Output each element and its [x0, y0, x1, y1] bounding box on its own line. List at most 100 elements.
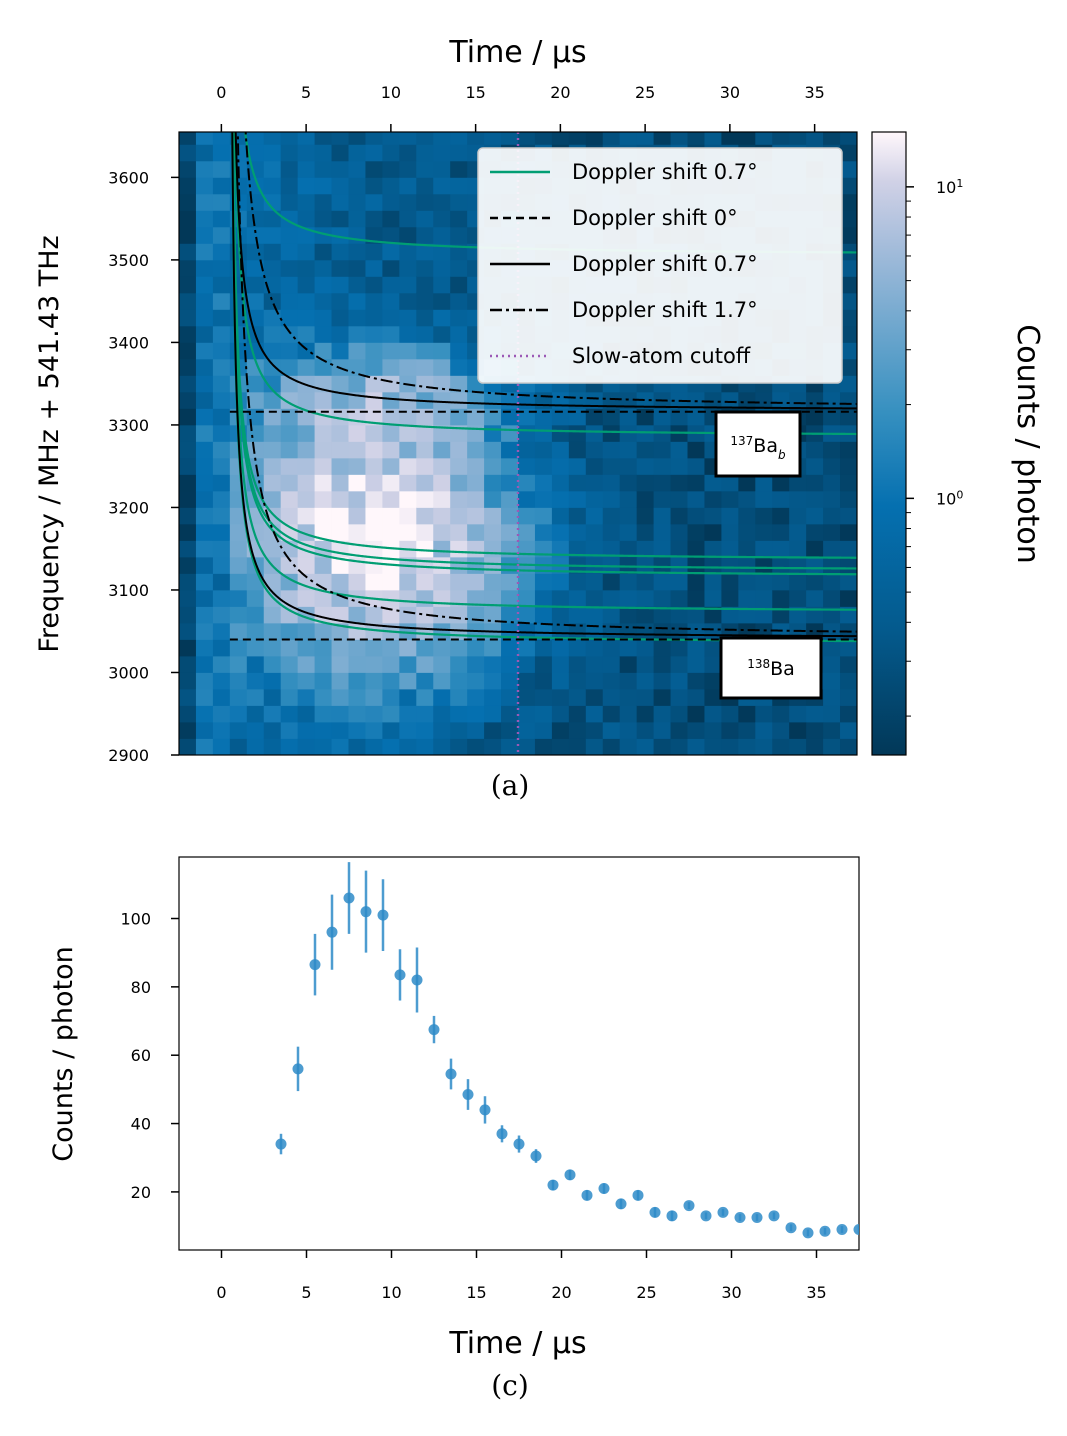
- heat-cell: [602, 507, 621, 525]
- heat-cell: [518, 507, 536, 525]
- heat-cell: [280, 639, 299, 657]
- heat-cell: [297, 193, 315, 211]
- data-point: [666, 1210, 678, 1222]
- heat-cell: [263, 606, 282, 624]
- heat-cell: [840, 132, 857, 145]
- heat-cell: [704, 391, 722, 409]
- heat-cell: [602, 672, 621, 690]
- heat-cell: [280, 688, 299, 706]
- heat-cell: [721, 490, 739, 508]
- heat-cell: [568, 573, 587, 591]
- heat-cell: [789, 507, 807, 525]
- x-tick-label-top: 0: [216, 83, 226, 102]
- heat-cell: [365, 325, 383, 343]
- heat-cell: [501, 705, 519, 723]
- y-tick-label: 40: [131, 1115, 151, 1134]
- heat-cell: [755, 589, 773, 607]
- heat-cell: [280, 309, 299, 327]
- heat-cell: [348, 441, 366, 459]
- caption-a: (a): [491, 769, 530, 802]
- heat-cell: [450, 259, 468, 277]
- heat-cell: [450, 523, 468, 541]
- heat-cell: [314, 243, 332, 261]
- heat-cell: [314, 705, 332, 723]
- heat-cell: [382, 292, 400, 310]
- heat-cell: [212, 132, 231, 145]
- heat-cell: [450, 177, 468, 195]
- heat-cell: [823, 490, 841, 508]
- heat-cell: [619, 639, 638, 657]
- plot-frame-c: [178, 856, 860, 1251]
- heat-cell: [551, 523, 570, 541]
- heat-cell: [467, 556, 485, 574]
- heat-cell: [806, 474, 824, 492]
- heat-cell: [653, 738, 671, 755]
- heat-cell: [755, 474, 773, 492]
- heat-cell: [399, 259, 417, 277]
- heat-cell: [687, 688, 705, 706]
- heat-cell: [823, 672, 841, 690]
- heat-cell: [314, 210, 332, 228]
- heat-cell: [636, 573, 654, 591]
- heat-cell: [331, 672, 349, 690]
- heat-cell: [840, 177, 857, 195]
- heat-cell: [518, 474, 536, 492]
- heat-cell: [484, 639, 502, 657]
- heat-cell: [704, 721, 722, 739]
- heat-cell: [399, 226, 417, 244]
- heat-cell: [450, 342, 468, 360]
- heat-cell: [670, 507, 688, 525]
- x-tick-label: 25: [636, 1283, 656, 1302]
- heat-cell: [467, 721, 485, 739]
- heat-cell: [297, 391, 315, 409]
- heat-cell: [433, 132, 451, 145]
- heat-cell: [246, 721, 265, 739]
- heat-cell: [179, 144, 197, 162]
- heat-cell: [687, 639, 705, 657]
- heat-cell: [365, 276, 383, 294]
- heat-cell: [433, 573, 451, 591]
- heat-cell: [534, 424, 553, 442]
- heat-cell: [433, 193, 451, 211]
- heat-cell: [246, 622, 265, 640]
- heat-cell: [619, 490, 638, 508]
- heat-cell: [467, 132, 485, 145]
- heat-cell: [653, 688, 671, 706]
- heat-cell: [179, 292, 197, 310]
- heat-cell: [450, 540, 468, 558]
- heat-cell: [450, 144, 468, 162]
- heat-cell: [348, 721, 366, 739]
- heat-cell: [297, 292, 315, 310]
- heat-cell: [433, 292, 451, 310]
- heat-cell: [670, 639, 688, 657]
- heat-cell: [602, 639, 621, 657]
- y-tick-label: 80: [131, 978, 151, 997]
- heat-cell: [365, 342, 383, 360]
- heat-cell: [636, 490, 654, 508]
- heat-cell: [755, 705, 773, 723]
- heat-cell: [263, 639, 282, 657]
- heat-cell: [518, 490, 536, 508]
- heat-cell: [755, 721, 773, 739]
- heat-cell: [179, 177, 197, 195]
- axes-c: 0 5 10 15 20 25 30 35 20 40 60 80 100: [120, 910, 826, 1302]
- heat-cell: [433, 177, 451, 195]
- heat-cell: [551, 622, 570, 640]
- heat-cell: [416, 210, 434, 228]
- heat-cell: [314, 738, 332, 755]
- panel-c: 0 5 10 15 20 25 30 35 20 40 60 80 100 Time / μs Coun…: [48, 856, 860, 1402]
- heat-cell: [331, 160, 349, 178]
- heat-cell: [331, 639, 349, 657]
- heat-cell: [229, 688, 248, 706]
- heat-cell: [840, 540, 857, 558]
- heat-cell: [280, 132, 299, 145]
- heat-cell: [670, 457, 688, 475]
- heat-cell: [619, 688, 638, 706]
- heat-cell: [179, 325, 197, 343]
- data-point: [360, 906, 372, 918]
- heat-cell: [416, 276, 434, 294]
- x-tick-label-top: 35: [804, 83, 824, 102]
- heat-cell: [823, 408, 841, 426]
- heat-cell: [704, 540, 722, 558]
- heat-cell: [263, 226, 282, 244]
